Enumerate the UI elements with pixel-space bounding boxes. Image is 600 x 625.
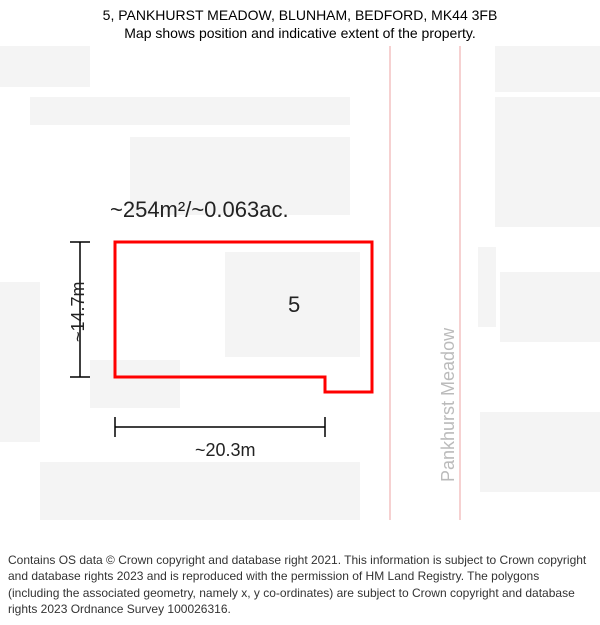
address-line: 5, PANKHURST MEADOW, BLUNHAM, BEDFORD, M… [0,6,600,24]
header: 5, PANKHURST MEADOW, BLUNHAM, BEDFORD, M… [0,0,600,46]
subtitle-line: Map shows position and indicative extent… [0,24,600,42]
area-label: ~254m²/~0.063ac. [110,197,289,223]
dimension-height-label: ~14.7m [68,281,89,342]
road-name-label: Pankhurst Meadow [438,328,459,482]
dimension-width-label: ~20.3m [195,440,256,461]
map-area: ~254m²/~0.063ac. 5 Pankhurst Meadow ~20.… [0,42,600,520]
footer-copyright: Contains OS data © Crown copyright and d… [0,546,600,625]
property-number: 5 [288,292,300,318]
map-svg [0,42,600,520]
